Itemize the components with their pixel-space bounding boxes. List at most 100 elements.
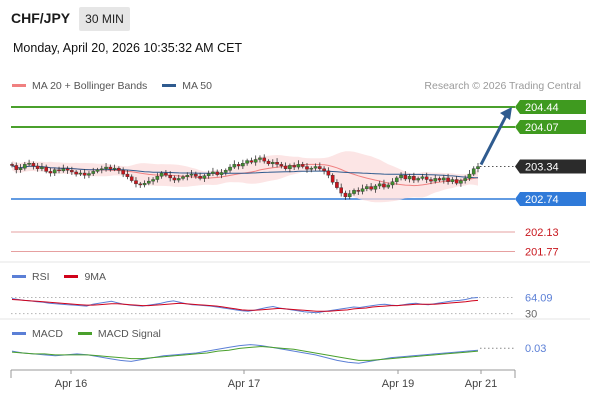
candle-body: [194, 173, 198, 177]
candle-body: [206, 173, 211, 176]
candle-body: [420, 176, 425, 179]
candle-body: [23, 164, 27, 169]
candle-body: [10, 164, 14, 166]
candle-body: [65, 168, 70, 171]
rsi-panel: 64.09 30: [11, 293, 553, 321]
candle-body: [326, 170, 331, 176]
candle-body: [147, 180, 151, 184]
candle-body: [223, 170, 228, 173]
candle-body: [373, 185, 378, 190]
candle-body: [215, 171, 220, 175]
candle-body: [365, 186, 369, 189]
candle-body: [82, 172, 87, 176]
candle-body: [300, 164, 305, 167]
candle-body: [382, 183, 386, 188]
candle-body: [87, 173, 91, 176]
candle-body: [74, 171, 78, 175]
candle-body: [189, 173, 194, 176]
candle-body: [352, 190, 356, 194]
candle-body: [399, 174, 403, 179]
candle-body: [245, 160, 249, 164]
rsi-level-label: 30: [525, 309, 537, 321]
currency-pair-title: CHF/JPY: [11, 10, 71, 26]
x-tick-label: Apr 16: [55, 378, 87, 390]
candle-body: [176, 178, 181, 181]
candle-body: [121, 170, 125, 175]
price-tag-202.74: [515, 192, 586, 207]
candle-body: [236, 164, 241, 167]
candle-body: [52, 169, 57, 174]
candle-body: [155, 176, 160, 180]
candle-body: [360, 188, 365, 192]
legend-swatch-9ma: [64, 274, 79, 278]
candle-body: [164, 172, 168, 176]
price-panel: 204.44 204.07 203.34 202.74 202.13 201.77: [10, 100, 586, 259]
timeframe-badge[interactable]: 30 MIN: [79, 7, 130, 31]
candle-body: [369, 186, 373, 190]
candle-body: [232, 164, 237, 168]
candle-body: [117, 167, 121, 171]
legend-swatch-rsi: [12, 274, 26, 278]
price-label-201.77: 201.77: [525, 247, 559, 259]
candle-body: [40, 166, 44, 169]
candle-body: [258, 157, 262, 160]
legend-item-macd-signal: MACD Signal: [77, 328, 161, 340]
legend-label-ma20: MA 20 + Bollinger Bands: [32, 80, 148, 92]
price-label-202.13: 202.13: [525, 227, 559, 239]
candle-body: [262, 157, 267, 162]
candle-body: [305, 166, 309, 170]
candle-body: [78, 172, 83, 175]
candle-body: [70, 170, 74, 173]
candle-body: [91, 171, 96, 174]
candle-body: [407, 176, 412, 180]
ma50-line: [11, 164, 479, 179]
legend-swatch-macd: [12, 331, 26, 335]
legend-label-macd-signal: MACD Signal: [97, 328, 161, 340]
candle-body: [424, 176, 429, 180]
candle-body: [151, 179, 155, 182]
candle-body: [211, 171, 215, 174]
candle-body: [459, 180, 463, 184]
candle-body: [347, 193, 352, 198]
candle-body: [18, 167, 23, 170]
candle-body: [275, 162, 279, 165]
legend-swatch-macd-signal: [77, 331, 92, 335]
candle-body: [27, 163, 31, 165]
candle-body: [463, 178, 467, 181]
macd-legend: MACD MACD Signal: [12, 328, 173, 340]
candle-body: [125, 173, 130, 178]
legend-item-ma50: MA 50: [162, 80, 212, 92]
candle-body: [159, 172, 164, 177]
candle-body: [433, 178, 438, 182]
candle-body: [270, 162, 275, 165]
legend-item-macd: MACD: [12, 328, 63, 340]
rsi-series-9ma: [11, 299, 479, 312]
candle-body: [95, 169, 100, 172]
candle-body: [386, 184, 391, 188]
price-tag-204.07: [515, 120, 586, 135]
price-tag-204.44: [515, 100, 586, 114]
candle-body: [129, 176, 134, 181]
legend-label-9ma: 9MA: [84, 271, 107, 283]
candle-body: [309, 167, 314, 170]
candle-body: [31, 163, 36, 167]
macd-series-macd-signal: [11, 345, 479, 361]
candle-body: [441, 177, 446, 181]
chart-header: CHF/JPY 30 MIN Monday, April 20, 2026 10…: [0, 0, 590, 70]
candle-body: [339, 187, 343, 194]
candle-body: [476, 166, 480, 169]
rsi-level-label: 64.09: [525, 293, 553, 305]
rsi-legend: RSI 9MA: [12, 271, 118, 283]
legend-label-rsi: RSI: [32, 271, 50, 283]
candle-body: [322, 168, 326, 172]
candle-body: [283, 165, 288, 169]
legend-label-ma50: MA 50: [182, 80, 212, 92]
candle-body: [403, 174, 408, 180]
candle-body: [356, 190, 361, 192]
candle-body: [48, 171, 53, 174]
candle-body: [99, 168, 104, 170]
candle-body: [437, 178, 442, 181]
candle-body: [241, 163, 245, 167]
candle-body: [454, 179, 459, 184]
